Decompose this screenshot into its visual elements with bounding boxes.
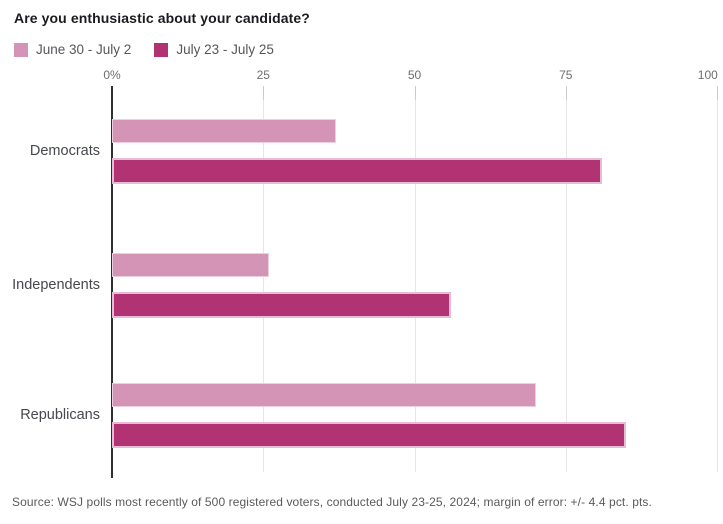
x-tick-mark-50 bbox=[414, 86, 416, 100]
source-note: Source: WSJ polls most recently of 500 r… bbox=[12, 495, 652, 509]
category-label-democrats: Democrats bbox=[29, 142, 100, 159]
gridline-75 bbox=[565, 100, 567, 472]
gridline-50 bbox=[414, 100, 416, 472]
plot-area: 0% 25 50 75 100 Democrats Independents Republic… bbox=[12, 68, 718, 478]
bar-democrats-series-1 bbox=[112, 119, 336, 143]
bar-republicans-series-2 bbox=[112, 422, 627, 448]
x-tick-label-100: 100 bbox=[697, 68, 718, 82]
legend-item-june30-july2: June 30 - July 2 bbox=[14, 42, 131, 57]
legend-label-june30-july2: June 30 - July 2 bbox=[36, 42, 132, 57]
legend-label-july23-july25: July 23 - July 25 bbox=[176, 42, 274, 57]
gridline-100 bbox=[717, 100, 718, 472]
category-label-independents: Independents bbox=[12, 276, 100, 293]
legend: June 30 - July 2 July 23 - July 25 bbox=[14, 42, 274, 57]
bar-independents-series-1 bbox=[112, 253, 270, 277]
legend-swatch-july23-july25-icon bbox=[154, 42, 169, 57]
bar-independents-series-2 bbox=[112, 292, 451, 318]
category-label-republicans: Republicans bbox=[20, 406, 100, 423]
legend-swatch-june30-july2-icon bbox=[14, 42, 28, 57]
x-tick-label-75: 75 bbox=[559, 68, 573, 82]
bar-democrats-series-2 bbox=[112, 158, 603, 184]
gridline-25 bbox=[263, 100, 265, 472]
x-tick-mark-75 bbox=[565, 86, 567, 100]
chart-title: Are you enthusiastic about your candidat… bbox=[14, 10, 310, 26]
x-tick-label-25: 25 bbox=[256, 68, 270, 82]
x-tick-mark-100 bbox=[717, 86, 718, 100]
x-tick-label-50: 50 bbox=[407, 68, 422, 82]
legend-item-july23-july25: July 23 - July 25 bbox=[154, 42, 274, 57]
y-axis-line bbox=[111, 86, 113, 478]
bar-republicans-series-1 bbox=[112, 383, 536, 407]
x-tick-mark-25 bbox=[263, 86, 265, 100]
x-tick-label-0: 0% bbox=[103, 68, 121, 82]
